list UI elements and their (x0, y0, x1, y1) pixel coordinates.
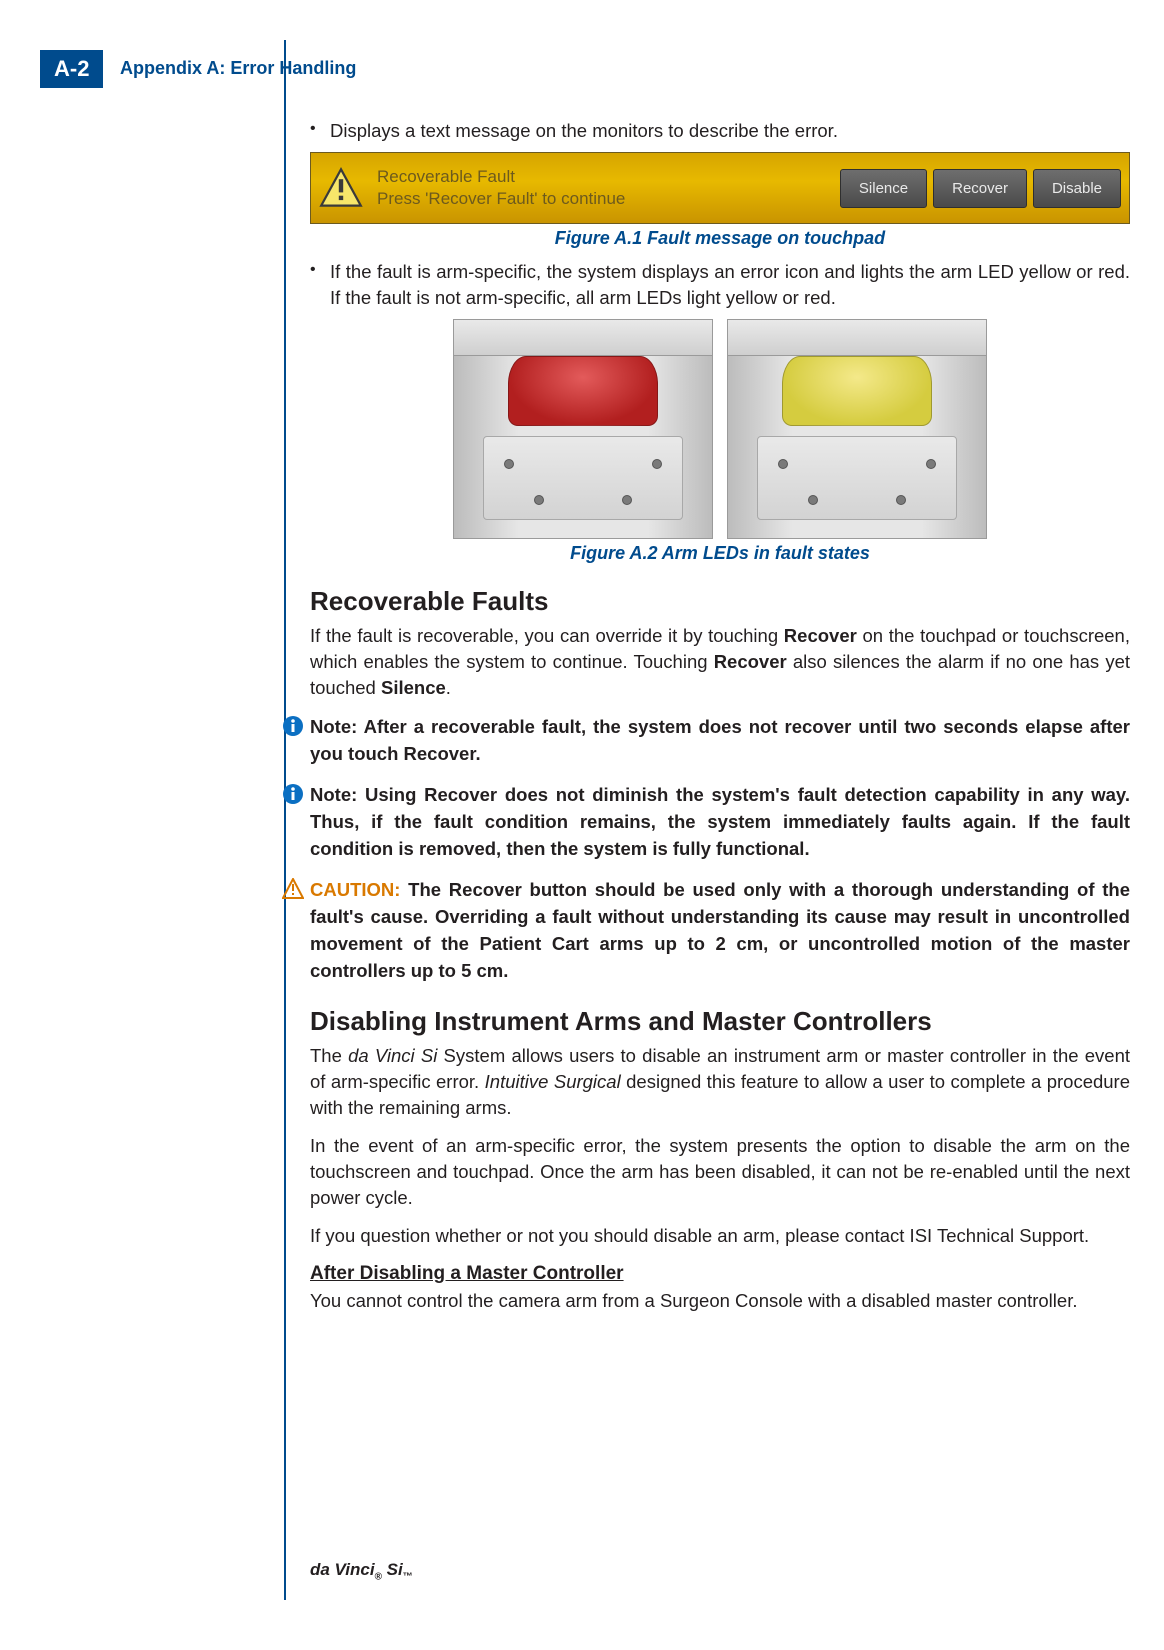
page-number-tab: A-2 (40, 50, 103, 88)
silence-button[interactable]: Silence (840, 169, 927, 208)
figure-caption-2: Figure A.2 Arm LEDs in fault states (310, 543, 1130, 564)
recoverable-paragraph: If the fault is recoverable, you can ove… (310, 623, 1130, 701)
led-cap-red (508, 356, 658, 426)
note-block: Note: After a recoverable fault, the sys… (282, 713, 1130, 767)
subheading-after-disabling: After Disabling a Master Controller (310, 1263, 1130, 1285)
appendix-title: Appendix A: Error Handling (120, 58, 356, 79)
bullet-item: • If the fault is arm-specific, the syst… (310, 259, 1130, 311)
disable-button[interactable]: Disable (1033, 169, 1121, 208)
footer-brand: da Vinci® Si™ (310, 1560, 413, 1582)
note-text: Note: After a recoverable fault, the sys… (310, 713, 1130, 767)
info-icon (282, 715, 304, 737)
arm-panel-red (453, 319, 713, 539)
mount-plate (757, 436, 957, 520)
figure-caption-1: Figure A.1 Fault message on touchpad (310, 228, 1130, 249)
led-cap-yellow (782, 356, 932, 426)
info-icon (282, 783, 304, 805)
bullet-item: • Displays a text message on the monitor… (310, 118, 1130, 144)
bullet-marker: • (310, 259, 330, 311)
disabling-p4: You cannot control the camera arm from a… (310, 1288, 1130, 1314)
fault-line-2: Press 'Recover Fault' to continue (377, 188, 834, 210)
bullet-text: Displays a text message on the monitors … (330, 118, 1130, 144)
mount-plate (483, 436, 683, 520)
heading-recoverable-faults: Recoverable Faults (310, 586, 1130, 617)
fault-message-text: Recoverable Fault Press 'Recover Fault' … (377, 166, 834, 210)
arm-led-figure (310, 319, 1130, 539)
heading-disabling-arms: Disabling Instrument Arms and Master Con… (310, 1006, 1130, 1037)
warning-triangle-icon (319, 166, 363, 210)
disabling-p3: If you question whether or not you shoul… (310, 1223, 1130, 1249)
disabling-p1: The da Vinci Si System allows users to d… (310, 1043, 1130, 1121)
caution-text: CAUTION: The Recover button should be us… (310, 876, 1130, 984)
bullet-marker: • (310, 118, 330, 144)
caution-block: CAUTION: The Recover button should be us… (282, 876, 1130, 984)
fault-line-1: Recoverable Fault (377, 166, 834, 188)
bullet-text: If the fault is arm-specific, the system… (330, 259, 1130, 311)
disabling-p2: In the event of an arm-specific error, t… (310, 1133, 1130, 1211)
caution-triangle-icon (282, 878, 304, 900)
arm-panel-yellow (727, 319, 987, 539)
note-text: Note: Using Recover does not diminish th… (310, 781, 1130, 862)
main-content: • Displays a text message on the monitor… (310, 118, 1130, 1326)
note-block: Note: Using Recover does not diminish th… (282, 781, 1130, 862)
recover-button[interactable]: Recover (933, 169, 1027, 208)
fault-message-bar: Recoverable Fault Press 'Recover Fault' … (310, 152, 1130, 224)
